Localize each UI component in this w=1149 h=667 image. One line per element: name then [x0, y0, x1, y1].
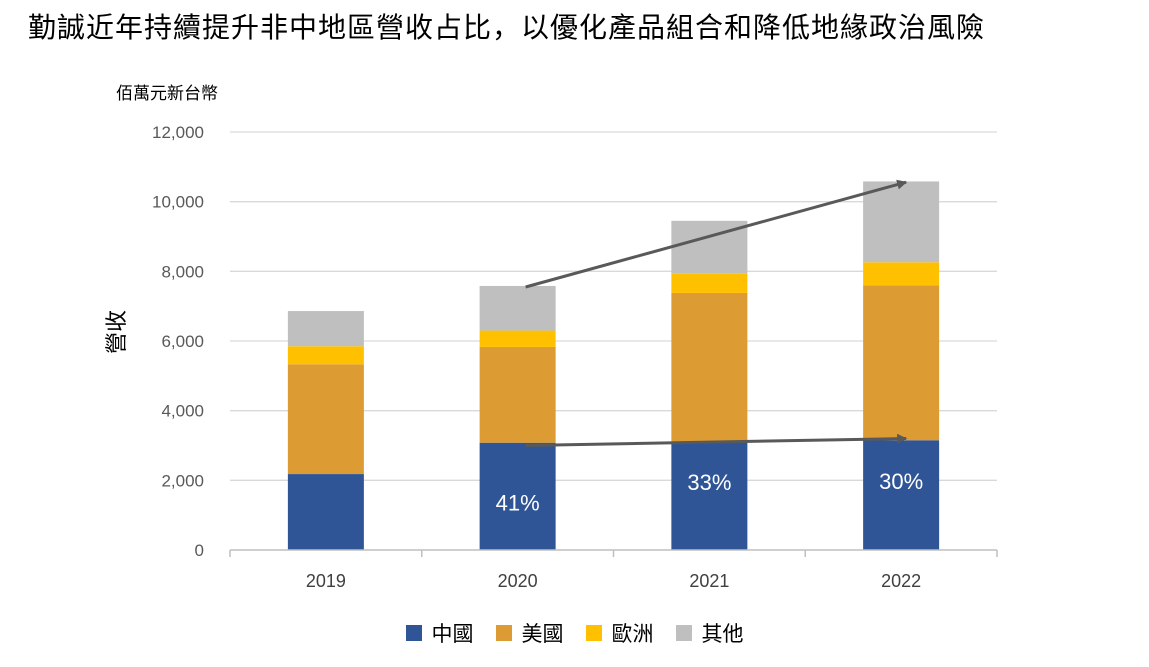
y-tick-label: 10,000: [152, 193, 204, 212]
legend-label: 歐洲: [611, 622, 654, 646]
legend-swatch: [585, 625, 602, 641]
bar-segment-usa: [863, 285, 940, 441]
trend-arrow: [525, 179, 908, 289]
bar-segment-europe: [287, 346, 364, 365]
bar-segment-china: [863, 440, 940, 550]
axes: 0 2,000 4,000 6,000 8,000 10,000 12,000 2019 202…: [105, 84, 998, 591]
y-tick-label: 8,000: [161, 262, 204, 281]
legend-item: 其他: [675, 618, 744, 648]
bar-segment-other: [863, 181, 940, 263]
x-tick-label: 2022: [881, 571, 921, 591]
y-tick-label: 4,000: [161, 402, 204, 421]
bar-segment-china: [671, 442, 748, 550]
y-axis-title: 營收: [105, 310, 130, 354]
bar-segment-other: [479, 285, 556, 331]
bar-segment-usa: [671, 292, 748, 443]
bar-data-label: 33%: [687, 470, 731, 495]
legend-item: 美國: [495, 618, 564, 648]
bar-data-label: 41%: [496, 490, 540, 515]
y-tick-label: 6,000: [161, 332, 204, 351]
x-tick-label: 2020: [498, 571, 538, 591]
bars: [287, 181, 940, 550]
x-tick-label: 2021: [689, 571, 729, 591]
y-tick-label: 12,000: [152, 123, 204, 142]
x-tick-label: 2019: [306, 571, 346, 591]
legend-swatch: [675, 625, 692, 641]
trend-arrows: [525, 179, 908, 447]
legend-item: 中國: [405, 618, 474, 648]
bar-labels: 41% 33% 30%: [496, 469, 924, 515]
bar-segment-china: [479, 442, 556, 550]
legend: 中國 美國 歐洲 其他: [0, 618, 1149, 648]
y-tick-label: 0: [195, 541, 204, 560]
legend-swatch: [405, 625, 422, 641]
legend-item: 歐洲: [585, 618, 654, 648]
bar-segment-other: [287, 311, 364, 347]
bar-segment-usa: [479, 346, 556, 443]
page-title: 勤誠近年持續提升非中地區營收占比，以優化產品組合和降低地緣政治風險: [28, 11, 986, 44]
bar-data-label: 30%: [879, 469, 923, 494]
unit-label: 佰萬元新台幣: [116, 84, 218, 104]
legend-label: 中國: [431, 622, 474, 646]
legend-label: 其他: [701, 622, 744, 646]
bar-segment-europe: [863, 262, 940, 286]
bar-segment-usa: [287, 364, 364, 475]
legend-label: 美國: [521, 622, 564, 646]
legend-swatch: [495, 625, 512, 641]
bar-segment-china: [287, 474, 364, 550]
trend-arrow: [525, 433, 908, 447]
y-tick-label: 2,000: [161, 471, 204, 490]
bar-segment-europe: [479, 330, 556, 347]
stacked-bar-chart: 41% 33% 30% 0 2,000 4,000 6,000 8,000 10,000 12,…: [105, 84, 998, 591]
bar-segment-europe: [671, 273, 748, 293]
